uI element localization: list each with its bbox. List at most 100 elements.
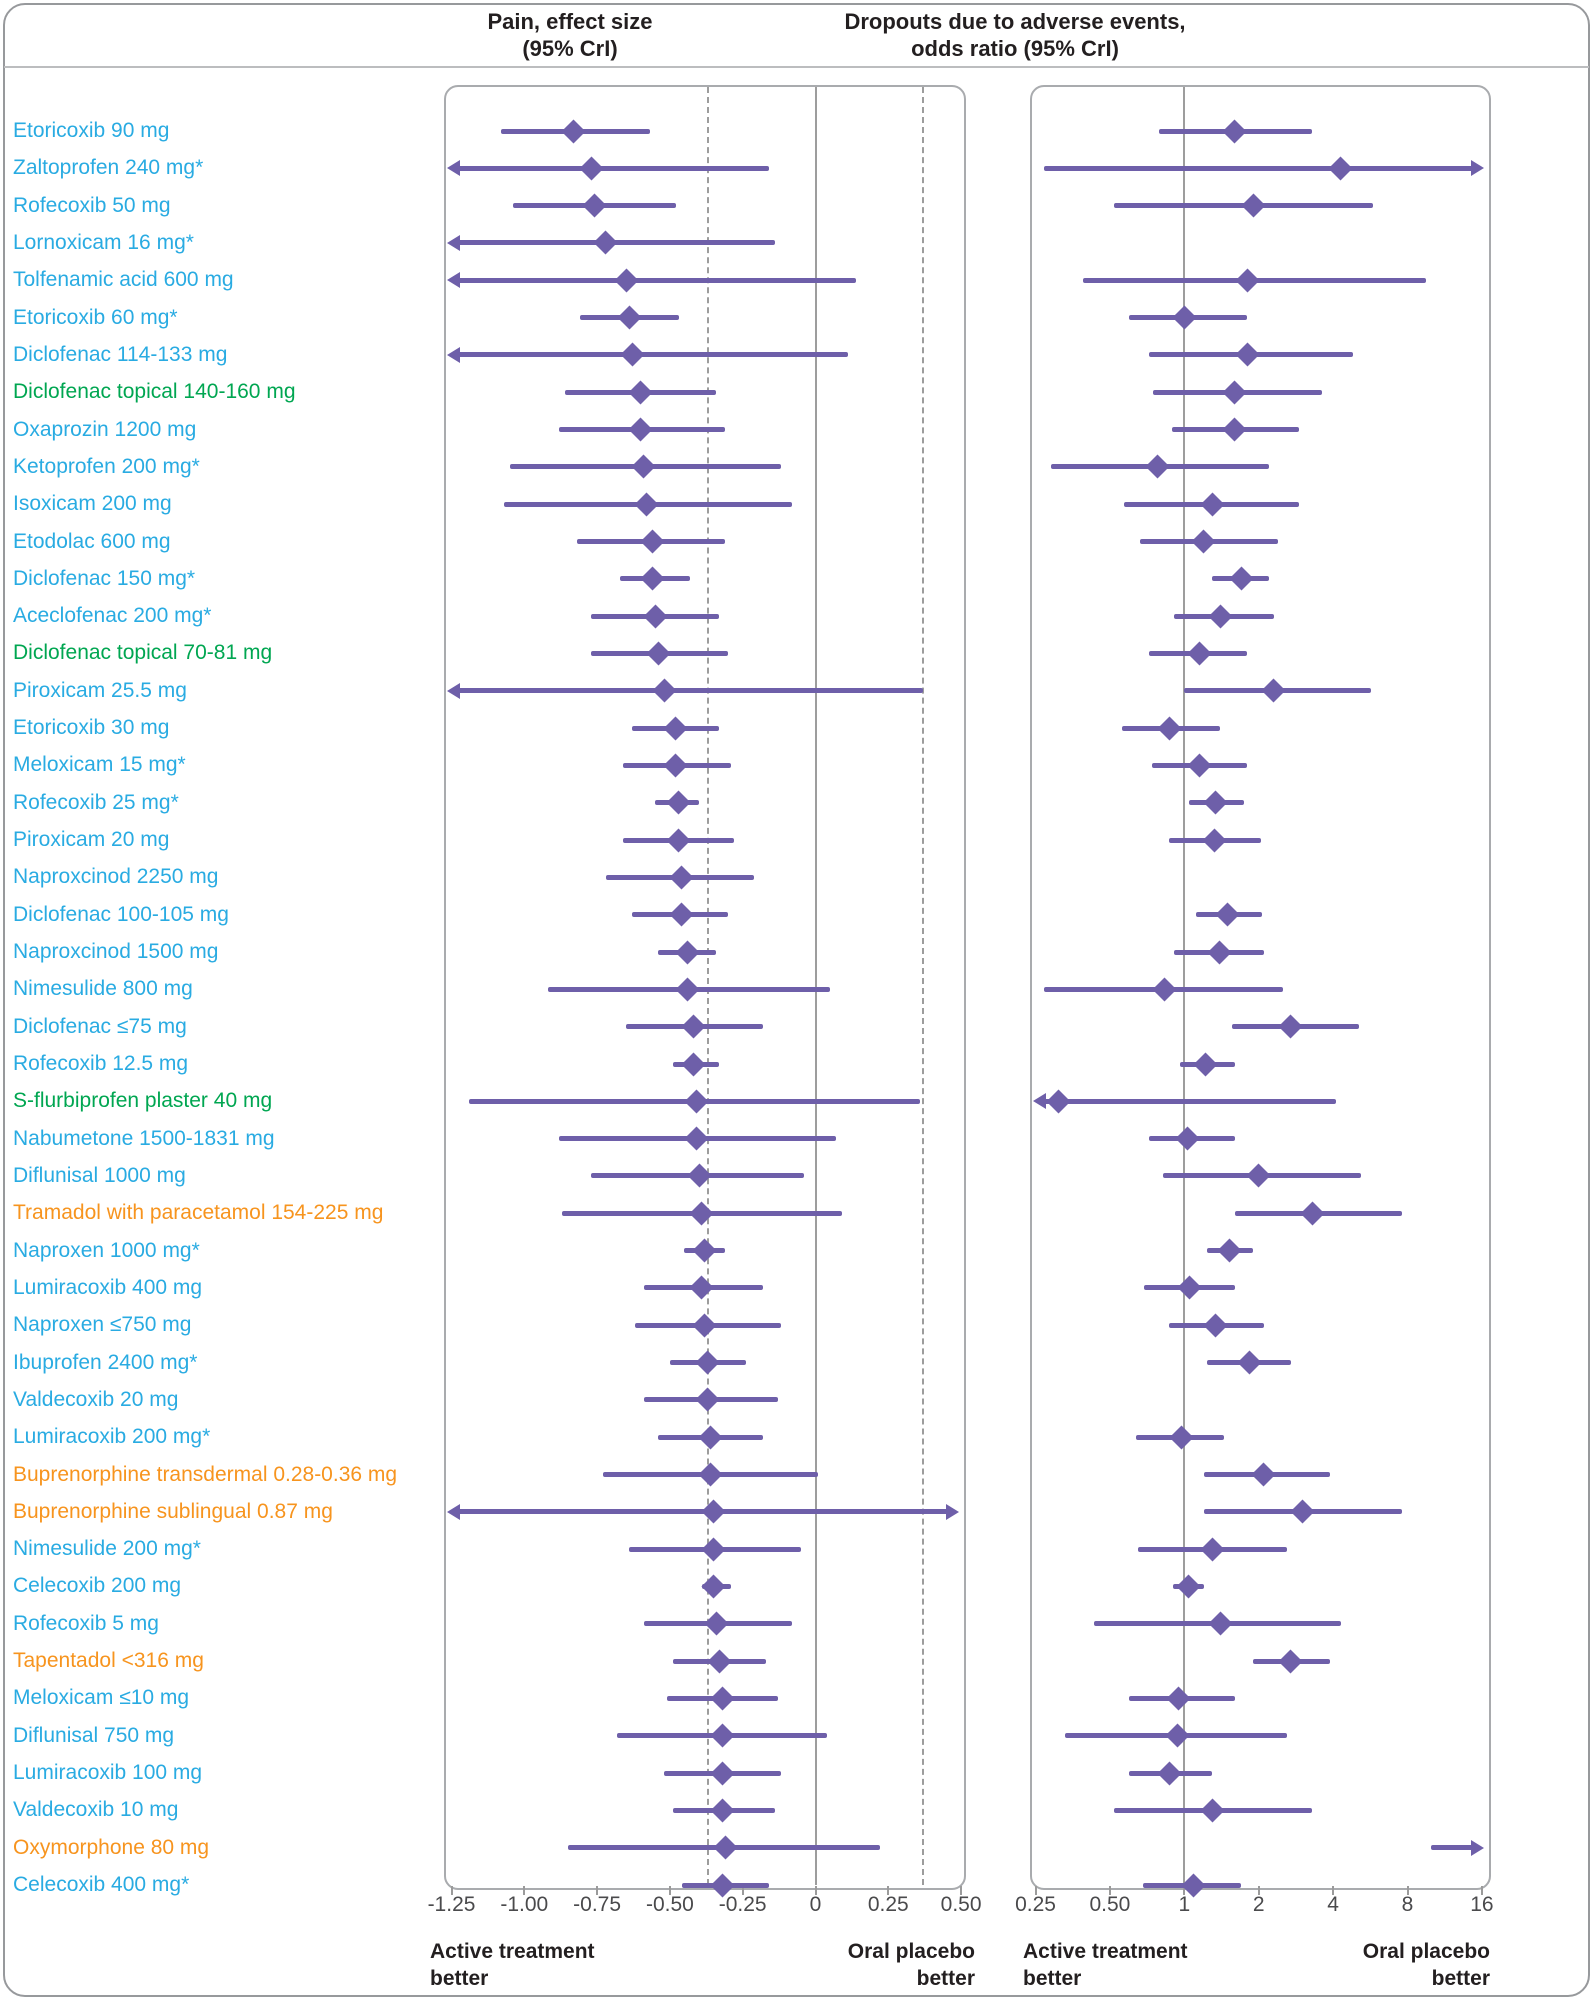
axis-tick-pain-3: [668, 1886, 671, 1895]
row-label: Nimesulide 800 mg: [13, 977, 193, 1001]
row-label: Lumiracoxib 100 mg: [13, 1761, 203, 1785]
axis-tick-label-dropouts-4: 4: [1327, 1893, 1339, 1916]
row-label: Diclofenac 114-133 mg: [13, 342, 228, 366]
row-label: Naproxcinod 1500 mg: [13, 940, 219, 964]
row-label: Diclofenac ≤75 mg: [13, 1014, 187, 1038]
axis-tick-label-dropouts-2: 1: [1178, 1893, 1191, 1916]
row-label: Zaltoprofen 240 mg*: [13, 156, 204, 180]
row-label: Rofecoxib 25 mg*: [13, 790, 179, 814]
ci-arrow-left-dropouts: [1033, 1093, 1046, 1110]
row-label: Diflunisal 750 mg: [13, 1723, 175, 1747]
ci-line-pain: [456, 277, 857, 283]
ci-line-pain: [456, 352, 848, 358]
axis-tick-dropouts-0: [1034, 1886, 1037, 1895]
axis-tick-dropouts-1: [1108, 1886, 1111, 1895]
row-label: Rofecoxib 12.5 mg: [13, 1052, 189, 1075]
axis-tick-dropouts-2: [1183, 1886, 1186, 1895]
axis-tick-label-dropouts-6: 16: [1470, 1893, 1494, 1916]
row-label: Meloxicam 15 mg*: [13, 753, 186, 777]
axis-tick-label-pain-0: -1.25: [427, 1893, 476, 1916]
ci-line-dropouts: [1043, 165, 1475, 171]
row-label: Piroxicam 25.5 mg: [13, 678, 187, 702]
row-label: Diflunisal 1000 mg: [13, 1163, 186, 1187]
row-label: Piroxicam 20 mg: [13, 828, 170, 852]
axis-tick-dropouts-6: [1480, 1886, 1483, 1895]
pain-footer-active: Active treatment better: [430, 1940, 595, 1990]
ci-line-dropouts: [1042, 1098, 1336, 1104]
row-label: Celecoxib 400 mg*: [13, 1873, 190, 1897]
row-label: Lumiracoxib 200 mg*: [13, 1425, 211, 1449]
row-label: Tolfenamic acid 600 mg: [13, 268, 234, 292]
ci-line-dropouts: [1431, 1845, 1475, 1851]
row-label: Isoxicam 200 mg: [13, 492, 172, 516]
row-label: Buprenorphine transdermal 0.28-0.36 mg: [13, 1462, 398, 1486]
ci-arrow-right-pain: [946, 1503, 959, 1520]
axis-tick-label-pain-3: -0.50: [645, 1893, 694, 1916]
ci-arrow-right-dropouts: [1471, 1839, 1484, 1856]
row-label: Meloxicam ≤10 mg: [13, 1686, 190, 1710]
axis-tick-pain-6: [887, 1886, 890, 1895]
ci-arrow-left-pain: [447, 1503, 460, 1520]
ci-arrow-left-pain: [447, 160, 460, 177]
row-label: Diclofenac 100-105 mg: [13, 902, 229, 926]
row-label: S-flurbiprofen plaster 40 mg: [13, 1089, 273, 1113]
figure-border: [3, 3, 1590, 1997]
axis-tick-pain-2: [596, 1886, 599, 1895]
axis-tick-dropouts-4: [1332, 1886, 1335, 1895]
row-label: Diclofenac topical 70-81 mg: [13, 641, 273, 665]
row-label: Oxaprozin 1200 mg: [13, 417, 197, 441]
axis-tick-pain-0: [450, 1886, 453, 1895]
row-label: Ketoprofen 200 mg*: [13, 454, 200, 478]
axis-tick-label-pain-5: 0: [809, 1893, 822, 1916]
axis-tick-label-dropouts-0: 0.25: [1015, 1893, 1056, 1916]
dropouts-footer-active: Active treatment better: [1023, 1940, 1188, 1990]
panel-title-dropouts: Dropouts due to adverse events, odds rat…: [844, 9, 1186, 61]
row-label: Diclofenac topical 140-160 mg: [13, 380, 296, 404]
ci-line-pain: [456, 688, 924, 694]
row-label: Nimesulide 200 mg*: [13, 1537, 201, 1561]
ci-arrow-left-pain: [447, 346, 460, 363]
header-divider: [4, 66, 1589, 68]
row-label: Nabumetone 1500-1831 mg: [13, 1126, 275, 1150]
axis-tick-label-pain-6: 0.25: [867, 1893, 909, 1916]
axis-tick-dropouts-3: [1257, 1886, 1260, 1895]
ref-line-dashed-pain-0: [706, 87, 709, 1885]
row-label: Etoricoxib 90 mg: [13, 119, 170, 142]
pain-panel-box: [444, 85, 966, 1890]
row-label: Naproxcinod 2250 mg: [13, 865, 219, 889]
axis-tick-label-dropouts-1: 0.50: [1089, 1893, 1131, 1916]
row-label: Valdecoxib 20 mg: [13, 1387, 179, 1411]
row-label: Aceclofenac 200 mg*: [13, 604, 212, 628]
row-label: Valdecoxib 10 mg: [13, 1798, 179, 1822]
row-label: Oxymorphone 80 mg: [13, 1835, 210, 1859]
row-label: Tramadol with paracetamol 154-225 mg: [13, 1201, 384, 1225]
ci-line-pain: [456, 165, 769, 171]
row-label: Rofecoxib 5 mg: [13, 1611, 159, 1635]
panel-title-pain: Pain, effect size (95% CrI): [487, 9, 653, 61]
ci-arrow-left-pain: [447, 682, 460, 699]
ref-line-dashed-pain-1: [922, 87, 925, 1885]
ci-arrow-left-pain: [447, 272, 460, 289]
row-label: Celecoxib 200 mg: [13, 1574, 182, 1598]
axis-tick-pain-7: [960, 1886, 963, 1895]
row-label: Tapentadol <316 mg: [13, 1649, 204, 1673]
row-label: Etoricoxib 60 mg*: [13, 305, 178, 329]
row-label: Naproxen 1000 mg*: [13, 1238, 200, 1262]
axis-tick-label-dropouts-3: 2: [1252, 1893, 1265, 1916]
row-label: Etoricoxib 30 mg: [13, 716, 170, 740]
row-label: Etodolac 600 mg: [13, 529, 171, 553]
axis-tick-label-dropouts-5: 8: [1401, 1893, 1414, 1916]
ci-arrow-right-dropouts: [1471, 160, 1484, 177]
row-label: Diclofenac 150 mg*: [13, 566, 196, 590]
axis-tick-dropouts-5: [1406, 1886, 1409, 1895]
axis-tick-pain-1: [523, 1886, 526, 1895]
ci-arrow-left-pain: [447, 234, 460, 251]
row-label: Buprenorphine sublingual 0.87 mg: [13, 1499, 333, 1523]
axis-tick-pain-5: [814, 1886, 817, 1895]
ref-line-null-dropouts: [1183, 87, 1186, 1885]
axis-tick-label-pain-7: 0.50: [940, 1893, 982, 1916]
row-label: Ibuprofen 2400 mg*: [13, 1350, 198, 1374]
axis-tick-label-pain-2: -0.75: [573, 1893, 622, 1916]
ref-line-null-pain: [814, 87, 817, 1885]
